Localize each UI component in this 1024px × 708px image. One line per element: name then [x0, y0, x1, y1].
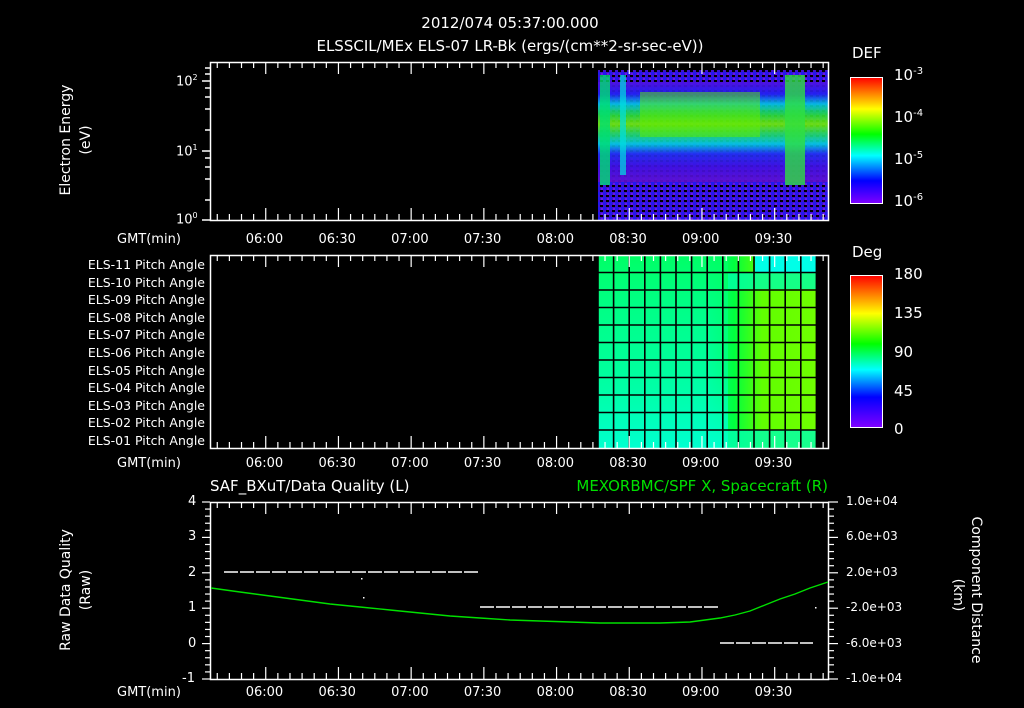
panel3-y2label: Component Distance: [968, 516, 984, 664]
deg-colorbar-label: 0: [894, 420, 904, 438]
panel3-ytick-label: 2: [188, 564, 197, 580]
panel3-ytick-label: 0: [188, 635, 197, 651]
def-colorbar-label: 10-5: [894, 150, 924, 168]
pitch-angle-row-label: ELS-04 Pitch Angle: [87, 380, 205, 396]
panel3-left-title: SAF_BXuT/Data Quality (L): [210, 477, 410, 495]
panel3-y2tick-label: -1.0e+04: [846, 671, 903, 685]
pitch-angle-row-label: ELS-09 Pitch Angle: [87, 292, 205, 308]
panel3-y2tick-label: -2.0e+03: [846, 600, 903, 615]
pitch-angle-row-label: ELS-08 Pitch Angle: [87, 309, 205, 325]
x-tick-label: 06:30: [318, 456, 356, 471]
x-tick-label: 07:00: [391, 232, 429, 247]
x-tick-label: 08:00: [536, 685, 575, 700]
energy-spectrogram: [598, 70, 828, 220]
panel3-ytick-label: 3: [188, 529, 197, 545]
plot-title: ELSSCIL/MEx ELS-07 LR-Bk (ergs/(cm**2-sr…: [316, 37, 704, 55]
pitch-angle-grid: [597, 255, 818, 448]
def-colorbar-label: 10-4: [894, 108, 924, 126]
pitch-angle-row-label: ELS-07 Pitch Angle: [87, 327, 205, 343]
x-tick-label: 07:00: [391, 685, 429, 700]
x-tick-label: 06:30: [318, 232, 356, 247]
pitch-angle-row-label: ELS-05 Pitch Angle: [87, 362, 205, 378]
panel3-ytick-label: 1: [188, 600, 197, 616]
x-tick-label: 06:30: [318, 685, 356, 700]
panel2-xlabel: GMT(min): [117, 456, 181, 471]
def-colorbar-label: 10-6: [894, 192, 924, 210]
panel3-y2tick-label: 2.0e+03: [846, 564, 898, 579]
plot-timestamp: 2012/074 05:37:00.000: [421, 14, 599, 32]
panel3-y2tick-label: 1.0e+04: [846, 494, 898, 508]
spacecraft-x-trace: [210, 581, 829, 624]
panel3-ylabel: Raw Data Quality: [58, 529, 74, 651]
deg-colorbar-label: 45: [894, 382, 914, 400]
x-tick-label: 08:30: [609, 685, 647, 700]
data-quality-trace: [224, 571, 813, 644]
pitch-angle-row-label: ELS-11 Pitch Angle: [87, 257, 205, 272]
x-tick-label: 08:30: [609, 232, 647, 247]
x-tick-label: 09:30: [754, 232, 793, 247]
x-tick-label: 09:30: [754, 456, 793, 471]
panel1-xlabel: GMT(min): [117, 232, 181, 247]
x-tick-label: 07:00: [391, 456, 429, 471]
panel3-y2unit: (km): [950, 578, 966, 612]
panel3-ytick-label: 4: [188, 494, 197, 509]
x-tick-label: 09:30: [754, 685, 793, 700]
x-tick-label: 09:00: [681, 456, 720, 471]
panel3-xlabel: GMT(min): [117, 685, 181, 700]
x-tick-label: 09:00: [681, 232, 720, 247]
def-colorbar-label: 10-3: [894, 66, 924, 84]
pitch-angle-row-label: ELS-02 Pitch Angle: [87, 415, 205, 431]
x-tick-label: 07:30: [463, 685, 502, 700]
pitch-angle-row-label: ELS-01 Pitch Angle: [87, 433, 205, 448]
pitch-angle-row-label: ELS-06 Pitch Angle: [87, 345, 205, 360]
x-tick-label: 09:00: [681, 685, 720, 700]
panel1-ytick-100: 102: [176, 73, 198, 90]
x-tick-label: 07:30: [463, 456, 502, 471]
pitch-angle-row-label: ELS-10 Pitch Angle: [87, 274, 205, 290]
pitch-angle-row-label: ELS-03 Pitch Angle: [87, 397, 205, 413]
x-tick-label: 06:00: [245, 232, 284, 247]
panel3-y2tick-label: -6.0e+03: [846, 635, 903, 650]
deg-colorbar-label: 180: [894, 265, 923, 283]
x-tick-label: 08:00: [536, 456, 575, 471]
x-tick-label: 08:00: [536, 232, 575, 247]
panel3-ytick-label: -1: [182, 671, 195, 686]
panel1-ytick-10: 101: [176, 143, 198, 160]
x-tick-label: 07:30: [463, 232, 502, 247]
panel3-y2tick-label: 6.0e+03: [846, 529, 898, 544]
panel3-right-title: MEXORBMC/SPF X, Spacecraft (R): [576, 477, 828, 495]
deg-colorbar-title: Deg: [852, 243, 883, 261]
deg-colorbar-label: 90: [894, 343, 914, 361]
x-tick-label: 06:00: [245, 685, 284, 700]
panel1-ytick-1: 100: [176, 211, 198, 228]
x-tick-label: 06:00: [245, 456, 284, 471]
x-tick-label: 08:30: [609, 456, 647, 471]
def-colorbar-title: DEF: [852, 44, 882, 62]
panel3-yunit: (Raw): [78, 569, 94, 611]
deg-colorbar-label: 135: [894, 304, 923, 322]
